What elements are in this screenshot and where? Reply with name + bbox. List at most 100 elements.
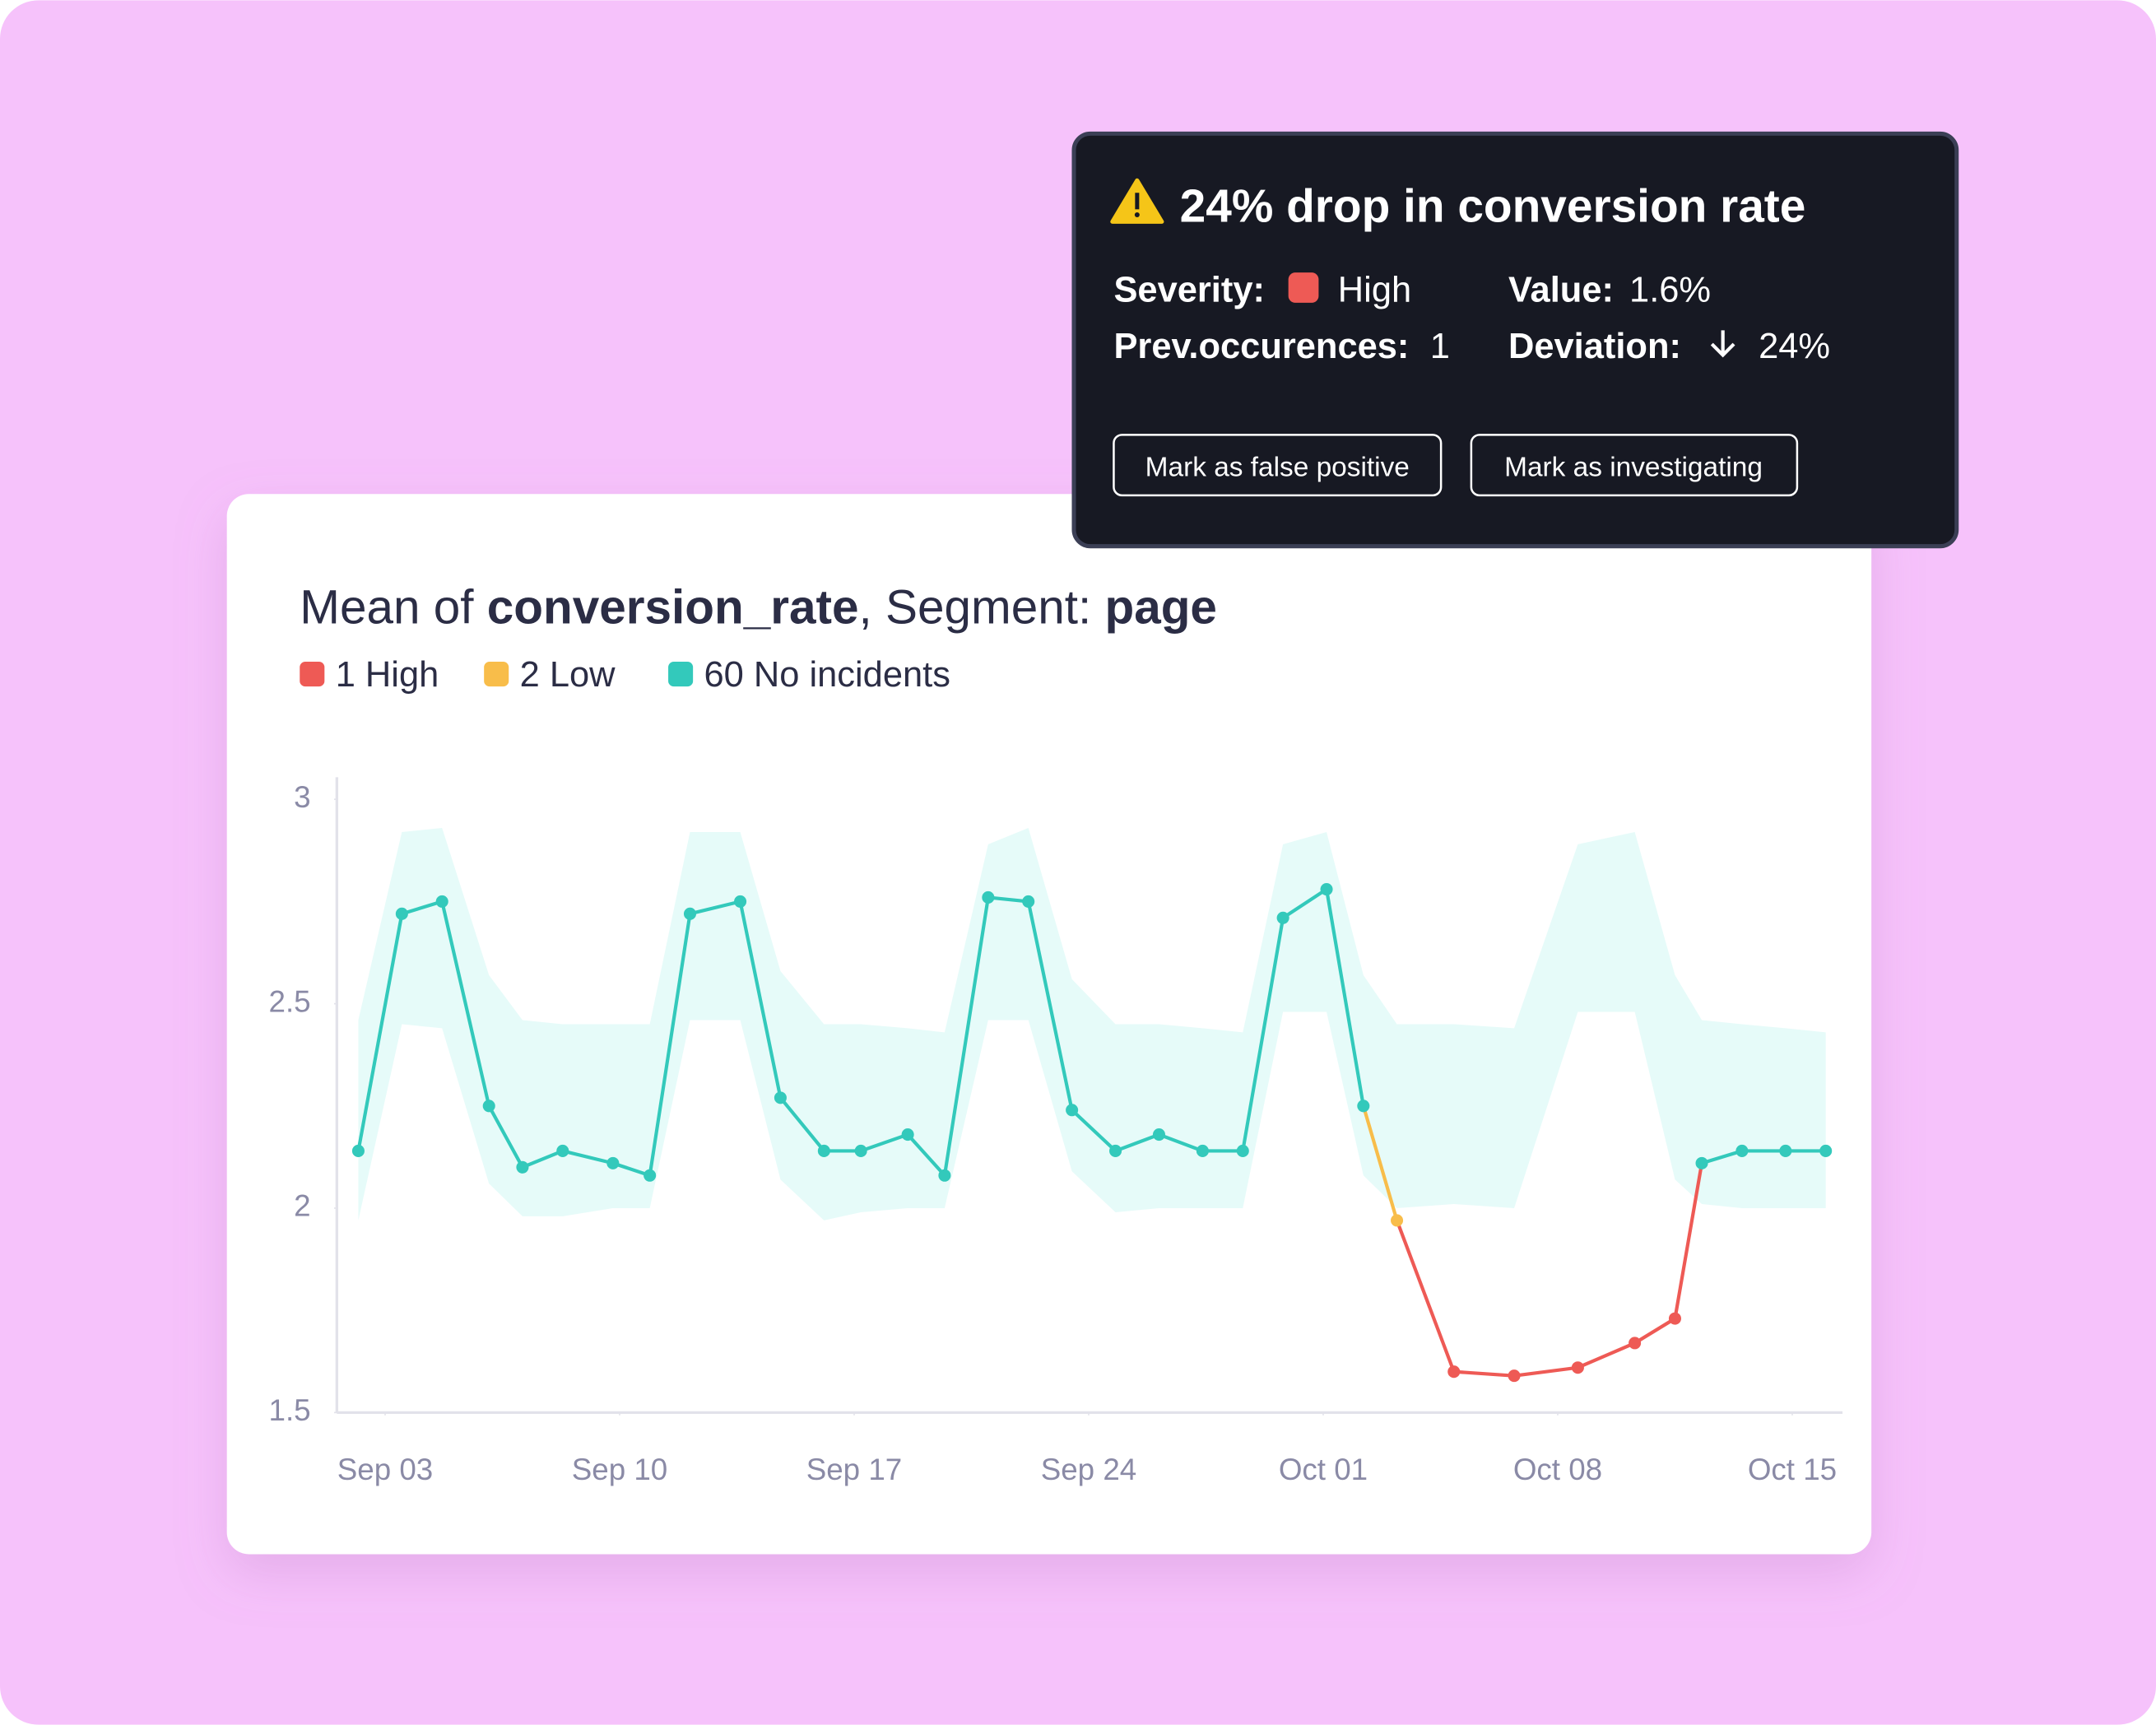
line-segment [612,1161,651,1178]
line-segment [1513,1365,1578,1378]
point [982,890,995,904]
point [1357,1100,1370,1113]
legend-label: 60 No incidents [704,655,950,695]
legend-swatch [668,662,694,687]
point [1066,1104,1079,1117]
line-segment [562,1149,614,1165]
line-segment [440,900,491,1107]
x-tick-label: Sep 03 [337,1453,433,1486]
title-part: Mean of [300,580,487,634]
x-tick-label: Sep 17 [806,1453,902,1486]
line-segment [906,1133,946,1177]
expected-range [358,828,1826,1221]
alert-title: 24% drop in conversion rate [1180,180,1806,232]
field-value: 1.6% [1629,270,1711,309]
line-segment [1324,889,1365,1107]
point [1022,895,1035,908]
point [1152,1128,1165,1141]
chart-card: Mean of conversion_rate, Segment: page 1… [226,494,1872,1555]
line-segment [689,900,741,916]
chart-title: Mean of conversion_rate, Segment: page [300,580,1217,634]
point [817,1144,830,1157]
point [1629,1337,1642,1350]
plot: 1 High 2 Low 60 No incidents 1.5 2 2.5 3 Sep 03… [269,655,1838,1486]
button-label[interactable]: Mark as false positive [1145,452,1410,482]
point [683,907,697,920]
point [1819,1144,1833,1157]
x-tick-label: Oct 08 [1513,1453,1602,1486]
point [606,1156,620,1169]
button[interactable]: Mark as investigating [1470,434,1799,497]
point [1391,1214,1404,1227]
y-tick-label: 2.5 [269,984,311,1018]
x-tick-label: Sep 10 [572,1453,667,1486]
point [1196,1144,1209,1157]
line-segment [738,900,783,1099]
point [901,1128,914,1141]
title-part: , Segment: [858,580,1104,634]
line-segment [1158,1132,1204,1153]
line-segment [1395,1220,1456,1373]
x-tick-label: Oct 01 [1279,1453,1368,1486]
point [1508,1369,1521,1383]
line-segment [487,1104,524,1169]
field-label: Deviation: [1508,327,1681,366]
severity-dot [1288,272,1319,303]
point [482,1100,495,1113]
line-segment [1026,900,1074,1111]
line-segment [1071,1109,1117,1152]
legend-label: 1 High [336,655,439,695]
field-value: 24% [1759,327,1830,366]
point [435,895,448,908]
point [774,1091,787,1104]
point [1668,1312,1681,1325]
field-label: Value: [1508,270,1614,309]
point [854,1144,867,1157]
line-segment [987,895,1029,904]
point [644,1169,657,1182]
legend-swatch [300,662,325,687]
point [1236,1144,1249,1157]
point [395,907,408,920]
line-segment [401,900,443,916]
line-segment [1701,1149,1743,1165]
down-arrow [1710,330,1735,358]
alert-bg [1071,131,1959,549]
point [516,1160,529,1174]
y-tick-label: 3 [294,780,310,814]
point [1735,1144,1749,1157]
button-frame[interactable] [1113,434,1443,497]
line-segment [648,914,692,1176]
field-label: Severity: [1113,270,1265,309]
line-segment [1241,917,1285,1151]
y-tick-label: 2 [294,1189,310,1223]
point [734,895,747,908]
button-frame[interactable] [1470,434,1799,497]
line-segment [1114,1132,1160,1153]
legend-swatch [484,662,509,687]
x-tick-label: Sep 24 [1041,1453,1136,1486]
field-label: Prev.occurences: [1113,327,1409,366]
point [938,1169,951,1182]
point [1779,1144,1792,1157]
line-segment [1453,1369,1515,1378]
button[interactable]: Mark as false positive [1113,434,1443,497]
line-segment [522,1149,564,1169]
point [1109,1144,1122,1157]
alert-popup: 24% drop in conversion rate Severity: Hi… [1071,131,1959,549]
line-segment [1633,1317,1676,1345]
field-value: 1 [1430,327,1450,366]
line-segment [860,1132,908,1153]
line-segment [1673,1162,1704,1319]
point [1571,1361,1584,1374]
warning-icon [1110,178,1164,224]
button-label[interactable]: Mark as investigating [1504,452,1763,482]
point [556,1144,569,1157]
x-tick-label: Oct 15 [1748,1453,1837,1486]
title-part: page [1104,580,1216,634]
point [1320,882,1333,896]
field-value: High [1338,270,1411,309]
line-segment [1577,1341,1636,1369]
